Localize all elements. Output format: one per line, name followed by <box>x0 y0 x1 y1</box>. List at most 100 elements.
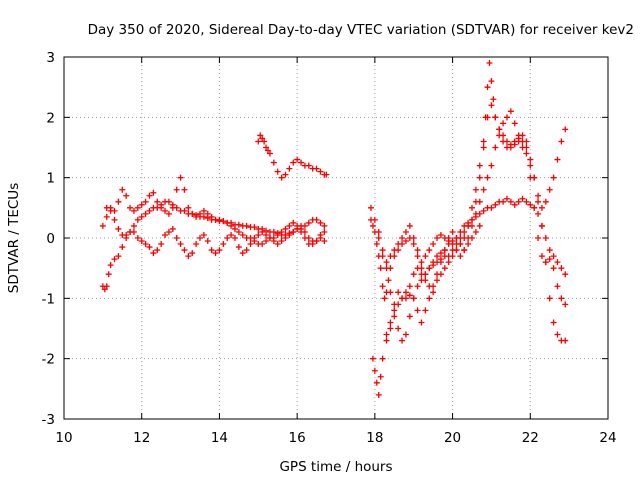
data-point <box>261 138 268 145</box>
data-point <box>369 355 376 362</box>
data-point <box>185 253 192 260</box>
data-point <box>511 138 518 145</box>
data-point <box>266 150 273 157</box>
y-tick-label: -1 <box>42 291 55 307</box>
data-point <box>399 337 406 344</box>
x-tick-label: 22 <box>522 430 539 446</box>
data-point <box>391 307 398 314</box>
data-point <box>469 216 475 223</box>
data-point <box>469 222 475 229</box>
data-point <box>173 186 180 193</box>
data-point <box>422 307 429 314</box>
data-point <box>472 228 479 235</box>
data-point <box>142 241 149 248</box>
data-point <box>472 210 479 217</box>
data-point <box>434 277 441 284</box>
data-point <box>507 198 514 205</box>
data-point <box>426 247 433 254</box>
series-sv-b <box>99 174 328 248</box>
data-point <box>558 138 565 145</box>
data-point <box>181 186 188 193</box>
data-point <box>197 235 203 241</box>
data-point <box>546 256 553 263</box>
data-point <box>181 207 188 214</box>
data-point <box>301 228 308 235</box>
data-point <box>263 238 270 245</box>
series-sv-i <box>383 222 483 338</box>
data-point <box>488 78 495 85</box>
data-point <box>197 210 203 217</box>
data-point <box>441 247 448 254</box>
data-point <box>527 162 534 169</box>
data-point <box>410 295 417 302</box>
data-point <box>461 228 468 235</box>
data-point <box>208 247 215 254</box>
data-point <box>503 114 510 121</box>
data-point <box>546 186 553 193</box>
data-point <box>457 241 464 248</box>
data-point <box>169 204 176 211</box>
data-point <box>146 192 153 199</box>
data-point <box>402 228 409 235</box>
data-point <box>379 283 386 290</box>
data-point <box>127 204 134 211</box>
data-point <box>278 228 285 235</box>
data-point <box>542 235 549 241</box>
y-tick-label: 2 <box>46 110 55 126</box>
data-point <box>379 247 386 254</box>
data-point <box>484 174 491 181</box>
data-point <box>263 231 270 238</box>
data-point <box>235 228 242 235</box>
data-point <box>305 235 312 241</box>
data-point <box>263 144 270 151</box>
series-sv-d <box>255 132 330 181</box>
y-tick-label: -2 <box>42 352 55 368</box>
data-point <box>377 265 384 272</box>
data-point <box>554 331 561 338</box>
data-point <box>492 114 499 121</box>
x-tick-label: 16 <box>289 430 306 446</box>
data-point <box>422 253 429 260</box>
data-point <box>410 241 417 248</box>
data-points <box>99 60 569 398</box>
data-point <box>383 337 390 344</box>
data-point <box>381 295 388 302</box>
data-point <box>406 292 413 299</box>
data-point <box>422 271 429 278</box>
data-point <box>387 325 394 332</box>
data-point <box>558 295 565 302</box>
data-point <box>193 213 200 220</box>
data-point <box>445 253 452 260</box>
data-point <box>480 207 487 214</box>
data-point <box>402 331 409 338</box>
data-point <box>554 259 561 266</box>
data-point <box>220 218 227 225</box>
data-point <box>434 253 441 260</box>
data-point <box>507 141 514 148</box>
data-point <box>111 256 118 263</box>
data-point <box>414 265 421 272</box>
data-point <box>476 162 483 169</box>
data-point <box>239 231 246 238</box>
data-point <box>387 319 394 326</box>
data-point <box>235 244 242 251</box>
data-point <box>488 162 495 169</box>
data-point <box>379 253 386 260</box>
data-point <box>231 225 238 232</box>
data-point <box>476 222 483 229</box>
data-point <box>204 238 211 245</box>
data-point <box>150 189 157 196</box>
data-point <box>375 235 382 241</box>
data-point <box>239 250 246 257</box>
data-point <box>550 265 557 272</box>
data-point <box>158 241 165 248</box>
data-point <box>115 225 122 232</box>
data-point <box>290 228 297 235</box>
data-point <box>418 319 425 326</box>
data-point <box>321 238 328 245</box>
data-point <box>189 250 196 257</box>
data-point <box>274 231 281 238</box>
data-point <box>177 174 184 181</box>
data-point <box>383 331 390 338</box>
data-point <box>503 195 510 202</box>
